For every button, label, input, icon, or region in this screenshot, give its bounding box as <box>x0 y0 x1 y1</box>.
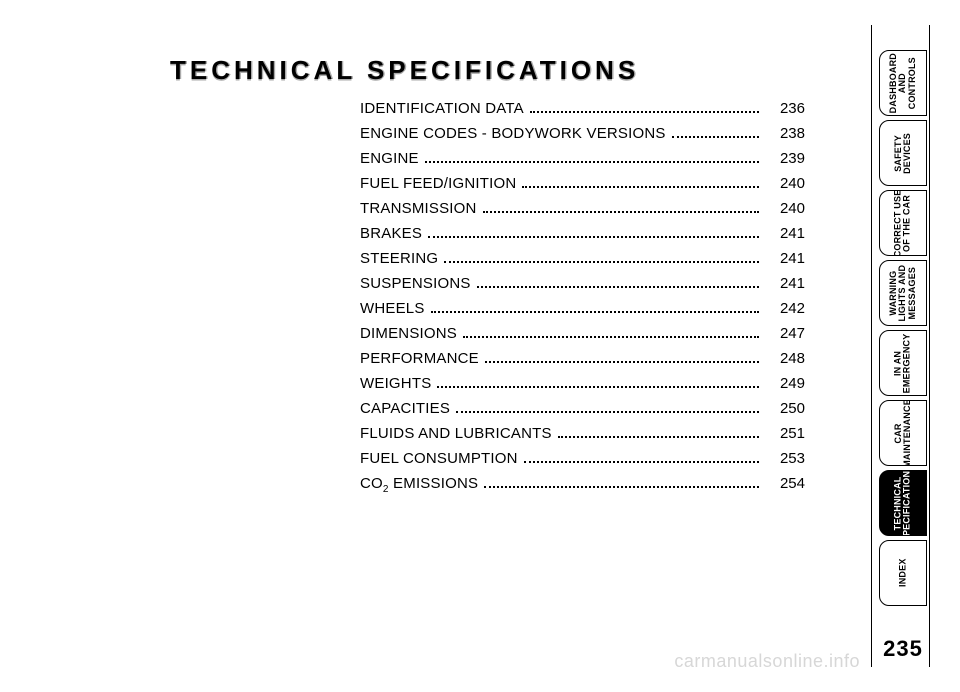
toc-label: WHEELS <box>360 300 425 317</box>
toc-row: SUSPENSIONS 241 <box>360 275 805 292</box>
toc-page-number: 247 <box>765 325 805 342</box>
toc-row: FLUIDS AND LUBRICANTS 251 <box>360 425 805 442</box>
toc-leader-dots <box>672 136 759 138</box>
toc-leader-dots <box>484 486 759 488</box>
toc-leader-dots <box>456 411 759 413</box>
toc-page-number: 236 <box>765 100 805 117</box>
section-tab-label: DASHBOARD AND CONTROLS <box>889 53 917 113</box>
toc-leader-dots <box>437 386 759 388</box>
toc-leader-dots <box>463 336 759 338</box>
section-tab-label: IN AN EMERGENCY <box>894 333 913 393</box>
toc-label: TRANSMISSION <box>360 200 477 217</box>
toc-row: STEERING 241 <box>360 250 805 267</box>
section-tab[interactable]: DASHBOARD AND CONTROLS <box>879 50 927 116</box>
toc-label: CO2 EMISSIONS <box>360 475 478 495</box>
toc-label: PERFORMANCE <box>360 350 479 367</box>
toc-row: IDENTIFICATION DATA 236 <box>360 100 805 117</box>
toc-row: WHEELS 242 <box>360 300 805 317</box>
toc-leader-dots <box>477 286 759 288</box>
toc-page-number: 240 <box>765 200 805 217</box>
toc-label: ENGINE CODES - BODYWORK VERSIONS <box>360 125 666 142</box>
toc-leader-dots <box>483 211 759 213</box>
manual-page: TECHNICAL SPECIFICATIONS IDENTIFICATION … <box>0 0 960 692</box>
toc-label: DIMENSIONS <box>360 325 457 342</box>
table-of-contents: IDENTIFICATION DATA 236 ENGINE CODES - BOD… <box>360 100 805 503</box>
section-tab[interactable]: SAFETY DEVICES <box>879 120 927 186</box>
toc-label: WEIGHTS <box>360 375 431 392</box>
toc-label: FLUIDS AND LUBRICANTS <box>360 425 552 442</box>
toc-label: ENGINE <box>360 150 419 167</box>
toc-label: CAPACITIES <box>360 400 450 417</box>
toc-leader-dots <box>530 111 759 113</box>
section-tab-label: CAR MAINTENANCE <box>894 400 913 466</box>
toc-row: WEIGHTS 249 <box>360 375 805 392</box>
section-tabs: DASHBOARD AND CONTROLS SAFETY DEVICES CORR… <box>879 50 927 610</box>
toc-row: CAPACITIES 250 <box>360 400 805 417</box>
toc-row: TRANSMISSION 240 <box>360 200 805 217</box>
toc-label: IDENTIFICATION DATA <box>360 100 524 117</box>
rail-outer <box>929 25 930 667</box>
toc-label: STEERING <box>360 250 438 267</box>
section-tab[interactable]: CORRECT USE OF THE CAR <box>879 190 927 256</box>
toc-page-number: 242 <box>765 300 805 317</box>
page-title: TECHNICAL SPECIFICATIONS <box>170 55 639 86</box>
toc-page-number: 241 <box>765 225 805 242</box>
toc-page-number: 240 <box>765 175 805 192</box>
toc-label: SUSPENSIONS <box>360 275 471 292</box>
toc-page-number: 253 <box>765 450 805 467</box>
page-number: 235 <box>879 636 927 662</box>
toc-page-number: 250 <box>765 400 805 417</box>
toc-leader-dots <box>524 461 759 463</box>
section-tab[interactable]: TECHNICAL SPECIFICATIONS <box>879 470 927 536</box>
section-tab-label: TECHNICAL SPECIFICATIONS <box>894 470 913 536</box>
toc-page-number: 248 <box>765 350 805 367</box>
toc-leader-dots <box>444 261 759 263</box>
section-tab-label: INDEX <box>898 559 907 588</box>
section-tab[interactable]: INDEX <box>879 540 927 606</box>
section-tab-label: SAFETY DEVICES <box>894 133 913 174</box>
toc-leader-dots <box>522 186 759 188</box>
toc-page-number: 241 <box>765 250 805 267</box>
toc-page-number: 239 <box>765 150 805 167</box>
toc-leader-dots <box>558 436 759 438</box>
toc-row: FUEL CONSUMPTION 253 <box>360 450 805 467</box>
section-tab[interactable]: IN AN EMERGENCY <box>879 330 927 396</box>
section-tab-label: WARNING LIGHTS AND MESSAGES <box>889 265 917 322</box>
watermark: carmanualsonline.info <box>674 651 860 672</box>
toc-page-number: 238 <box>765 125 805 142</box>
toc-row: PERFORMANCE 248 <box>360 350 805 367</box>
toc-label: FUEL CONSUMPTION <box>360 450 518 467</box>
toc-leader-dots <box>431 311 759 313</box>
toc-page-number: 251 <box>765 425 805 442</box>
section-tab-label: CORRECT USE OF THE CAR <box>894 190 913 256</box>
toc-leader-dots <box>428 236 759 238</box>
section-tab[interactable]: WARNING LIGHTS AND MESSAGES <box>879 260 927 326</box>
toc-row: BRAKES 241 <box>360 225 805 242</box>
section-tab[interactable]: CAR MAINTENANCE <box>879 400 927 466</box>
toc-page-number: 254 <box>765 475 805 492</box>
toc-row: DIMENSIONS 247 <box>360 325 805 342</box>
toc-page-number: 241 <box>765 275 805 292</box>
toc-row: ENGINE 239 <box>360 150 805 167</box>
toc-label: FUEL FEED/IGNITION <box>360 175 516 192</box>
toc-label: BRAKES <box>360 225 422 242</box>
toc-row: FUEL FEED/IGNITION 240 <box>360 175 805 192</box>
toc-leader-dots <box>485 361 759 363</box>
toc-row: ENGINE CODES - BODYWORK VERSIONS 238 <box>360 125 805 142</box>
toc-row: CO2 EMISSIONS 254 <box>360 475 805 495</box>
toc-page-number: 249 <box>765 375 805 392</box>
toc-leader-dots <box>425 161 759 163</box>
rail-inner <box>871 25 872 667</box>
